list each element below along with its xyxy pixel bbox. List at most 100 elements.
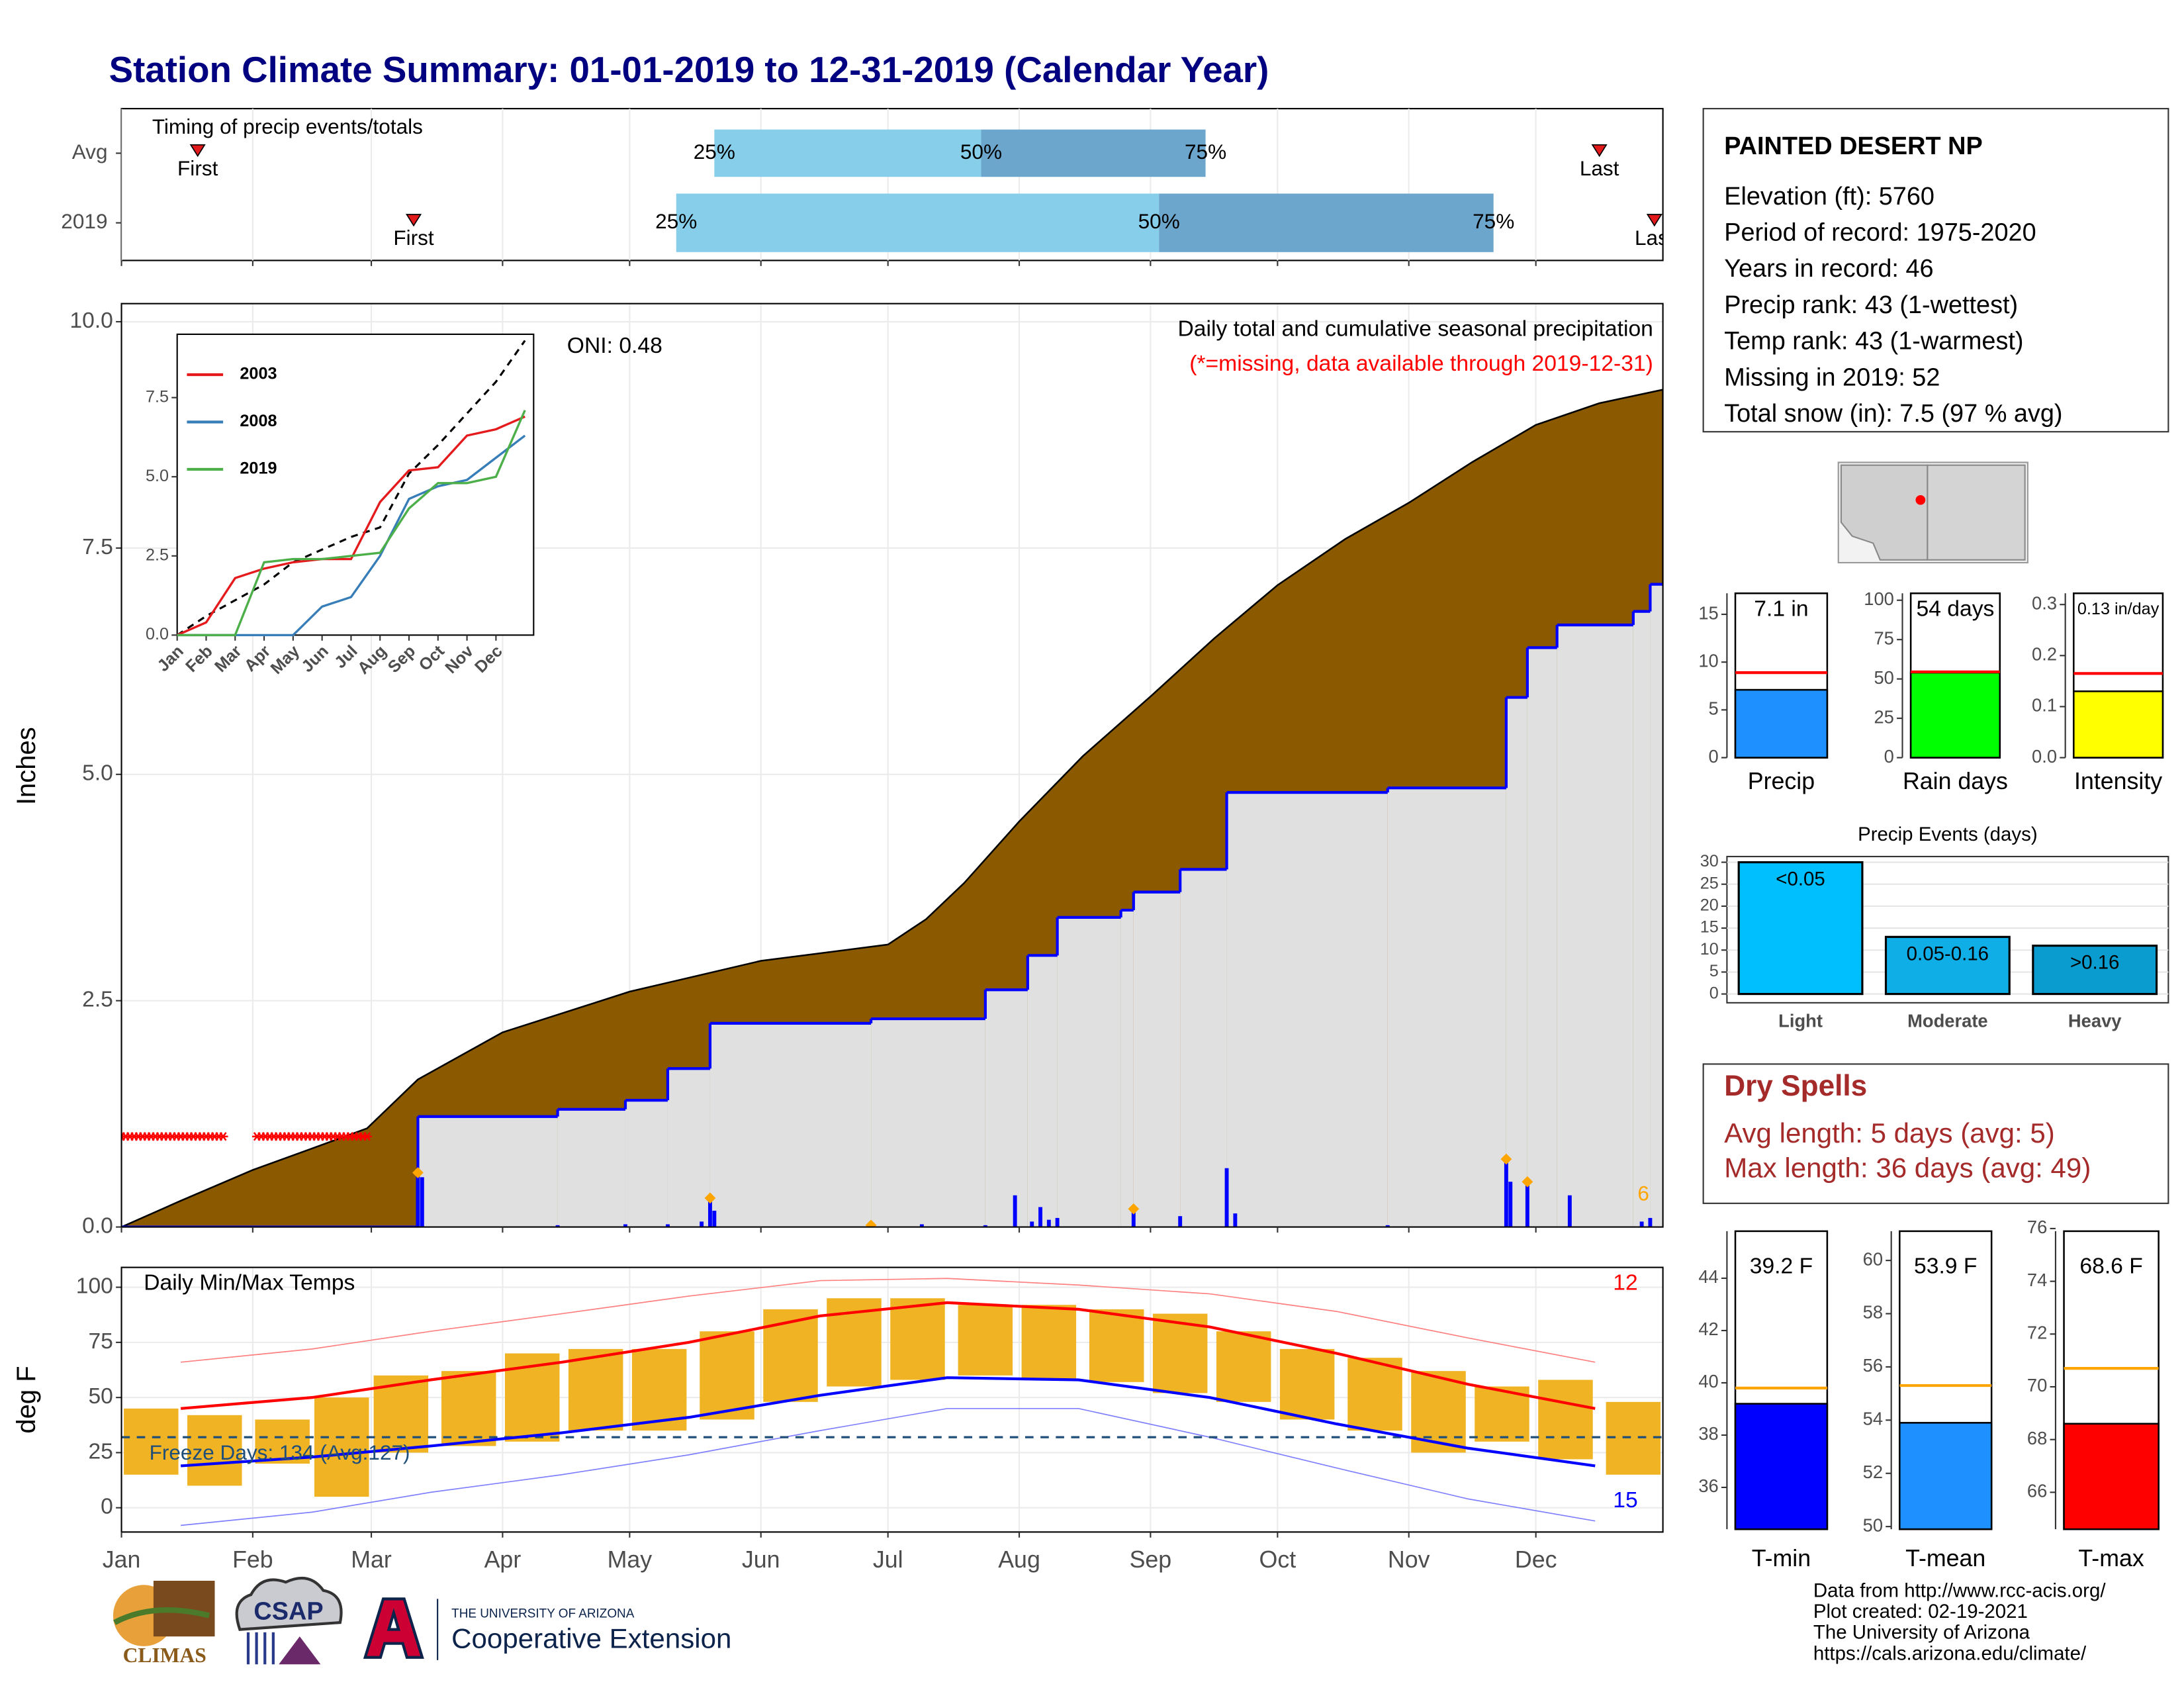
observed-range-bar — [958, 1305, 1013, 1376]
count-label: 6 — [1637, 1182, 1649, 1205]
csap-logo-mountain — [279, 1636, 321, 1665]
y-tick-label: 30 — [1700, 852, 1719, 870]
y-tick-label: 0.1 — [2032, 695, 2057, 716]
extension-name: Cooperative Extension — [451, 1623, 731, 1654]
y-tick-label: 0.3 — [2032, 592, 2057, 613]
bar — [1899, 1422, 1993, 1530]
missing-marker — [218, 1132, 228, 1141]
panel-frame — [120, 1266, 1664, 1533]
event-diamond — [1522, 1176, 1533, 1188]
temperature-plot — [121, 1267, 1663, 1532]
y-tick-label: 2.5 — [82, 988, 113, 1012]
daily-precip-bar — [1046, 1219, 1051, 1227]
daily-precip-bar — [420, 1177, 424, 1227]
y-tick-label: 15 — [1698, 602, 1718, 623]
event-label: First — [177, 156, 218, 180]
event-marker — [189, 144, 206, 158]
cumulative-2019-fill — [1180, 869, 1227, 1227]
observed-range-bar — [1089, 1309, 1144, 1382]
category-label: Heavy — [2068, 1011, 2122, 1031]
daily-precip-bar — [416, 1172, 420, 1227]
event-marker — [1591, 144, 1608, 158]
y-tick-label: 5 — [1709, 698, 1719, 719]
event-marker — [406, 214, 422, 227]
locator-map — [1837, 461, 2028, 564]
map-state — [1927, 464, 2026, 561]
event-label: First — [393, 226, 434, 250]
daily-precip-bar — [1178, 1216, 1183, 1227]
footer-line: Data from http://www.rcc-acis.org/ — [1813, 1580, 2106, 1602]
category-label: Precip — [1748, 768, 1815, 794]
cumulative-2019-fill — [1527, 647, 1557, 1227]
record-max-line — [181, 1278, 1596, 1363]
y-tick-label: 42 — [1698, 1319, 1718, 1339]
y-tick-label: 0.0 — [82, 1213, 113, 1238]
threshold-label: 0.05-0.16 — [1907, 943, 1989, 964]
x-tick-label: Mar — [351, 1546, 392, 1573]
y-tick-label: 66 — [2027, 1481, 2047, 1501]
chart-subtitle: (*=missing, data available through 2019-… — [1189, 352, 1653, 376]
dry-spells-title: Dry Spells — [1724, 1070, 1867, 1102]
cumulative-2019-fill — [985, 990, 1028, 1227]
cumulative-2019-fill — [1506, 697, 1527, 1227]
info-line: Missing in 2019: 52 — [1724, 363, 1940, 391]
min-normal-line — [180, 1376, 1596, 1468]
oni-annotation: ONI: 0.48 — [567, 334, 662, 358]
y-tick-label: 68 — [2027, 1428, 2047, 1448]
panel-title: Timing of precip events/totals — [152, 115, 423, 138]
x-tick-label: Sep — [1130, 1546, 1172, 1573]
daily-precip-bar — [666, 1224, 670, 1227]
value-label: 54 days — [1917, 596, 1995, 621]
y-tick-label: 25 — [1874, 706, 1893, 727]
x-tick-label: Dec — [1515, 1546, 1557, 1573]
daily-precip-bar — [1648, 1217, 1653, 1227]
cumulative-2019-fill — [625, 1100, 668, 1227]
daily-precip-bar — [1013, 1195, 1017, 1227]
value-label: 0.13 in/day — [2077, 600, 2160, 618]
station-name: PAINTED DESERT NP — [1724, 132, 1983, 160]
observed-range-bar — [700, 1331, 754, 1420]
bar — [1884, 935, 2011, 996]
value-label: 7.1 in — [1754, 596, 1808, 621]
category-label: Intensity — [2074, 768, 2162, 794]
footer-line: Plot created: 02-19-2021 — [1813, 1601, 2028, 1622]
cumulative-2019-fill — [1226, 792, 1388, 1227]
y-tick-label: 100 — [76, 1274, 113, 1298]
quartile-label: 50% — [960, 140, 1002, 164]
x-tick-label: Jul — [873, 1546, 903, 1573]
y-tick-label: 25 — [88, 1439, 113, 1464]
observed-range-bar — [1152, 1313, 1208, 1393]
freeze-label: Freeze Days: 134 (Avg:127) — [150, 1440, 410, 1464]
x-tick-label: Jun — [742, 1546, 780, 1573]
event-diamond — [865, 1219, 877, 1227]
logos: CLIMAS CSAP THE UNIVERSITY OF ARIZONA Co… — [113, 1576, 731, 1667]
observed-range-bar — [1021, 1305, 1077, 1380]
y-tick-label: 75 — [1874, 628, 1893, 648]
daily-precip-bar — [1567, 1195, 1572, 1227]
y-tick-label: 0.2 — [2032, 644, 2057, 665]
event-marker — [1646, 214, 1662, 227]
cumulative-2019-fill — [871, 1019, 985, 1227]
y-tick-label: 0 — [1709, 984, 1719, 1002]
record-high-count: 12 — [1613, 1271, 1637, 1295]
info-line: Years in record: 46 — [1724, 255, 1933, 283]
y-tick-label: 25 — [1700, 874, 1719, 892]
threshold-label: >0.16 — [2070, 952, 2120, 974]
y-tick-label: 56 — [1863, 1355, 1883, 1376]
quartile-label: 50% — [1138, 209, 1180, 233]
row-label: Avg — [72, 140, 108, 164]
daily-precip-bar — [707, 1197, 712, 1227]
cumulative-2019-fill — [709, 1023, 872, 1227]
info-box — [1702, 108, 2169, 433]
y-tick-label: 0 — [1884, 746, 1894, 767]
daily-precip-bar — [1030, 1221, 1034, 1227]
observed-range-bar — [255, 1419, 310, 1464]
y-tick-label: 52 — [1863, 1462, 1883, 1482]
value-label: 53.9 F — [1914, 1254, 1977, 1278]
x-tick-label: Aug — [998, 1546, 1040, 1573]
quartile-label: 25% — [694, 140, 735, 164]
value-label: 39.2 F — [1750, 1254, 1813, 1278]
y-tick-label: 40 — [1698, 1371, 1718, 1391]
max-normal-line — [180, 1301, 1596, 1410]
